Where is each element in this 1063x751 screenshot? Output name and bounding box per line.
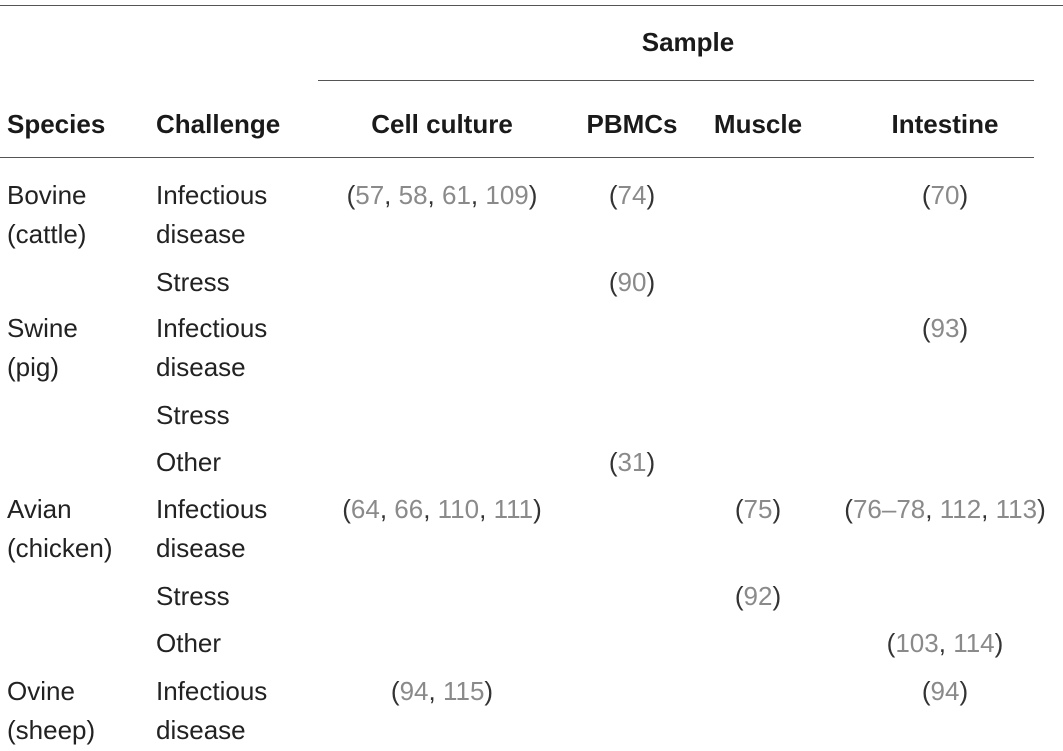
- sample-header: Sample: [641, 27, 735, 57]
- species-sublabel: (pig): [7, 352, 60, 382]
- header-rule: [0, 157, 1034, 158]
- challenge-header: Challenge: [156, 109, 281, 139]
- reference-cell-muscle: (92): [734, 581, 782, 611]
- reference-number[interactable]: 93: [930, 313, 960, 343]
- column-header-intestine: Intestine: [891, 109, 999, 139]
- reference-cell-intestine: (103, 114): [886, 628, 1004, 658]
- challenge-sublabel: disease: [156, 219, 246, 249]
- species-label: Bovine: [7, 180, 87, 210]
- top-rule: [0, 5, 1063, 6]
- reference-number[interactable]: 94: [930, 676, 960, 706]
- challenge-label: Infectious: [156, 313, 268, 343]
- challenge-sublabel: disease: [156, 352, 246, 382]
- challenge-label: Stress: [156, 400, 230, 430]
- reference-cell-intestine: (70): [921, 180, 969, 210]
- reference-cell-pbmcs: (90): [608, 267, 656, 297]
- reference-cell-cell-culture: (94, 115): [390, 676, 494, 706]
- reference-number[interactable]: 103: [895, 628, 939, 658]
- challenge-label: Other: [156, 447, 222, 477]
- species-label: Ovine: [7, 676, 75, 706]
- reference-number[interactable]: 31: [617, 447, 647, 477]
- reference-number[interactable]: 58: [398, 180, 428, 210]
- species-header: Species: [7, 109, 106, 139]
- species-sublabel: (sheep): [7, 715, 96, 745]
- reference-cell-muscle: (75): [734, 494, 782, 524]
- reference-number[interactable]: 109: [485, 180, 529, 210]
- reference-number[interactable]: 114: [953, 628, 995, 658]
- column-header-cell-culture: Cell culture: [371, 109, 513, 139]
- reference-number[interactable]: 112: [939, 494, 982, 524]
- challenge-label: Other: [156, 628, 222, 658]
- reference-number[interactable]: 111: [493, 494, 534, 524]
- reference-number[interactable]: 90: [617, 267, 647, 297]
- reference-number[interactable]: 76–78: [852, 494, 926, 524]
- reference-number[interactable]: 92: [743, 581, 773, 611]
- reference-number[interactable]: 66: [394, 494, 424, 524]
- reference-cell-pbmcs: (31): [608, 447, 656, 477]
- reference-number[interactable]: 57: [355, 180, 385, 210]
- reference-number[interactable]: 115: [442, 676, 485, 706]
- species-label: Avian: [7, 494, 72, 524]
- column-header-muscle: Muscle: [713, 109, 803, 139]
- challenge-label: Stress: [156, 267, 230, 297]
- challenge-label: Stress: [156, 581, 230, 611]
- species-label: Swine: [7, 313, 78, 343]
- reference-number[interactable]: 61: [441, 180, 471, 210]
- reference-cell-cell-culture: (64, 66, 110, 111): [342, 494, 542, 524]
- column-header-pbmcs: PBMCs: [586, 109, 678, 139]
- sample-rule: [318, 80, 1034, 81]
- reference-cell-intestine: (93): [921, 313, 969, 343]
- reference-number[interactable]: 64: [350, 494, 380, 524]
- reference-number[interactable]: 74: [617, 180, 647, 210]
- species-sublabel: (chicken): [7, 533, 113, 563]
- reference-number[interactable]: 75: [743, 494, 773, 524]
- reference-cell-intestine: (94): [921, 676, 969, 706]
- reference-number[interactable]: 113: [995, 494, 1038, 524]
- reference-cell-pbmcs: (74): [608, 180, 656, 210]
- challenge-label: Infectious: [156, 494, 268, 524]
- challenge-label: Infectious: [156, 676, 268, 706]
- reference-cell-cell-culture: (57, 58, 61, 109): [346, 180, 538, 210]
- reference-number[interactable]: 110: [437, 494, 480, 524]
- reference-number[interactable]: 70: [930, 180, 960, 210]
- challenge-label: Infectious: [156, 180, 268, 210]
- challenge-sublabel: disease: [156, 715, 246, 745]
- reference-number[interactable]: 94: [399, 676, 429, 706]
- challenge-sublabel: disease: [156, 533, 246, 563]
- species-sublabel: (cattle): [7, 219, 87, 249]
- reference-cell-intestine: (76–78, 112, 113): [844, 494, 1046, 524]
